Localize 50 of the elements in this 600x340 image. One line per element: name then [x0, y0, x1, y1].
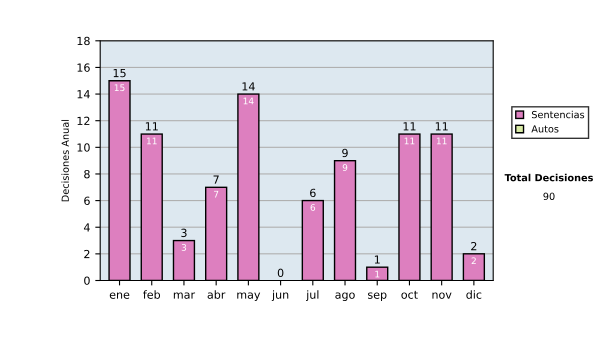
data-label: 7 [214, 190, 218, 198]
data-label: 3 [182, 244, 186, 251]
y-tick-label: 2 [84, 250, 90, 258]
y-tick-label: 16 [78, 63, 90, 72]
y-tick-label: 0 [84, 276, 90, 285]
total-label: 11 [146, 122, 158, 130]
data-label: 11 [436, 138, 447, 144]
x-tick-label: sep [368, 292, 386, 301]
legend-label: Autos [531, 125, 558, 133]
total-label: 14 [242, 82, 255, 90]
total-label: 0 [278, 268, 284, 278]
total-label: 11 [404, 122, 416, 130]
y-tick-label: 14 [78, 90, 90, 98]
total-label: 11 [436, 122, 448, 130]
text: 90 [543, 192, 555, 200]
x-tick-label: abr [208, 290, 226, 299]
total-label: 3 [181, 228, 187, 238]
total-label: 7 [214, 176, 219, 184]
x-tick-label: may [237, 292, 260, 301]
x-tick-label: feb [143, 290, 160, 299]
data-label: 9 [342, 164, 348, 171]
y-tick-label: 8 [84, 170, 90, 178]
text: Total Decisiones [504, 174, 593, 182]
total-label: 6 [310, 188, 316, 198]
legend-label: Sentencias [532, 110, 584, 118]
data-label: 11 [146, 138, 157, 144]
y-tick-label: 4 [84, 223, 90, 232]
data-label: 2 [472, 257, 476, 264]
data-label: 14 [244, 98, 254, 104]
data-label: 1 [375, 270, 380, 278]
total-label: 9 [342, 148, 348, 158]
y-axis-title: Decisiones Anual [61, 120, 69, 202]
y-tick-label: 12 [78, 116, 90, 125]
x-tick-label: ene [110, 292, 130, 299]
total-label: 15 [114, 69, 126, 78]
total-label: 2 [471, 242, 476, 250]
data-label: 11 [404, 138, 414, 144]
y-tick-label: 18 [78, 36, 90, 46]
x-tick-label: mar [174, 292, 196, 299]
x-tick-label: dic [466, 290, 482, 299]
x-tick-label: nov [432, 292, 452, 299]
x-tick-label: jun [272, 290, 288, 301]
x-tick-label: ago [335, 292, 355, 301]
data-label: 6 [310, 204, 316, 211]
x-tick-label: oct [401, 290, 418, 299]
total-label: 1 [374, 255, 380, 264]
y-tick-label: 10 [78, 143, 90, 152]
data-label: 15 [114, 84, 124, 92]
x-tick-label: jul [306, 290, 318, 301]
y-tick-label: 6 [84, 196, 90, 205]
